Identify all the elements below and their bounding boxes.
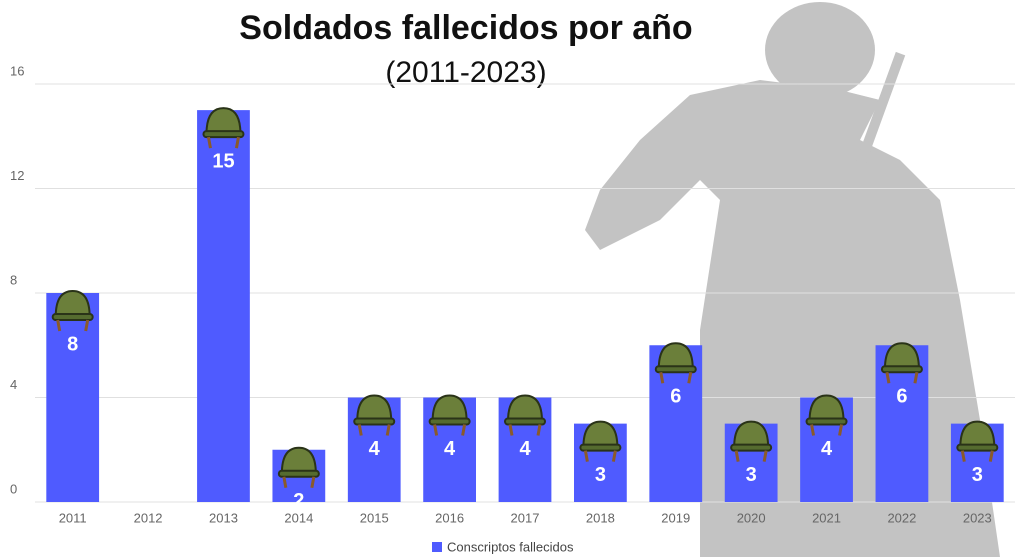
x-tick-label: 2023 — [963, 510, 992, 525]
data-label: 4 — [519, 438, 531, 460]
helmet-icon — [956, 420, 999, 462]
helmet-strap — [810, 424, 844, 436]
helmet-rim — [202, 130, 245, 139]
x-tick-label: 2014 — [284, 510, 313, 525]
data-label: 4 — [444, 438, 456, 460]
x-tick-label: 2021 — [812, 510, 841, 525]
helmet-icon — [428, 394, 471, 436]
helmet-icon — [353, 394, 396, 436]
helmet-rim — [730, 443, 773, 452]
y-tick-label: 0 — [10, 481, 17, 496]
helmet-strap — [433, 424, 467, 436]
x-tick-label: 2019 — [661, 510, 690, 525]
data-label: 2 — [293, 490, 304, 512]
helmet-rim — [51, 313, 94, 321]
helmet-rim — [504, 417, 546, 426]
chart-title: Soldados fallecidos por año — [239, 9, 692, 47]
helmet-strap — [583, 450, 617, 462]
helmet-icon — [654, 342, 697, 384]
helmet-icon — [579, 420, 622, 462]
helmet-shell — [280, 446, 317, 475]
helmet-rim — [579, 443, 622, 452]
helmet-strap — [734, 450, 768, 462]
soldier-silhouette — [585, 2, 1000, 557]
x-tick-label: 2012 — [134, 510, 163, 525]
x-tick-label: 2022 — [887, 510, 916, 525]
x-tick-label: 2013 — [209, 510, 238, 525]
helmet-icon — [504, 394, 546, 436]
helmet-shell — [959, 420, 996, 449]
helmet-strap — [960, 450, 994, 462]
data-label: 3 — [746, 464, 757, 486]
data-label: 6 — [896, 386, 907, 408]
x-tick-label: 2015 — [360, 510, 389, 525]
helmet-shell — [431, 394, 468, 423]
helmet-rim — [805, 417, 848, 426]
helmet-rim — [277, 469, 320, 478]
helmet-rim — [880, 365, 923, 374]
helmet-icon — [730, 420, 773, 462]
helmet-rim — [353, 417, 396, 426]
data-label: 15 — [212, 150, 234, 172]
data-label: 4 — [821, 438, 833, 460]
data-label: 6 — [670, 386, 681, 408]
helmet-shell — [808, 394, 845, 423]
legend-swatch — [432, 542, 442, 552]
helmet-strap — [56, 319, 90, 332]
y-tick-label: 16 — [10, 63, 24, 78]
helmet-strap — [508, 424, 542, 436]
helmet-icon — [880, 342, 923, 384]
y-tick-label: 12 — [10, 168, 24, 183]
helmet-icon — [805, 394, 848, 436]
y-tick-label: 8 — [10, 272, 17, 287]
helmet-shell — [733, 420, 770, 449]
helmet-strap — [357, 424, 391, 436]
x-tick-label: 2018 — [586, 510, 615, 525]
y-tick-label: 4 — [10, 377, 17, 392]
helmet-shell — [54, 289, 91, 318]
helmet-strap — [282, 476, 316, 489]
helmet-strap — [206, 136, 240, 149]
x-tick-label: 2017 — [511, 510, 540, 525]
helmet-rim — [428, 417, 471, 426]
helmet-strap — [885, 371, 919, 384]
x-tick-label: 2016 — [435, 510, 464, 525]
helmet-icon — [51, 289, 94, 332]
x-tick-label: 2011 — [59, 510, 87, 525]
helmet-shell — [657, 342, 694, 371]
helmet-rim — [956, 443, 999, 452]
chart-subtitle: (2011-2023) — [385, 56, 546, 89]
data-label: 8 — [67, 333, 78, 355]
helmet-icon — [277, 446, 320, 489]
helmet-shell — [582, 420, 619, 449]
helmet-shell — [506, 394, 544, 423]
helmet-shell — [356, 394, 393, 423]
helmet-rim — [654, 365, 697, 374]
bar — [46, 293, 100, 502]
x-tick-label: 2020 — [737, 510, 766, 525]
helmet-icon — [202, 107, 245, 149]
helmet-strap — [659, 371, 693, 384]
data-label: 4 — [369, 438, 381, 460]
legend-label: Conscriptos fallecidos — [447, 539, 574, 554]
data-label: 3 — [972, 464, 983, 486]
helmet-shell — [205, 107, 242, 136]
bar — [197, 110, 250, 502]
helmet-shell — [883, 342, 920, 371]
data-label: 3 — [595, 464, 606, 486]
